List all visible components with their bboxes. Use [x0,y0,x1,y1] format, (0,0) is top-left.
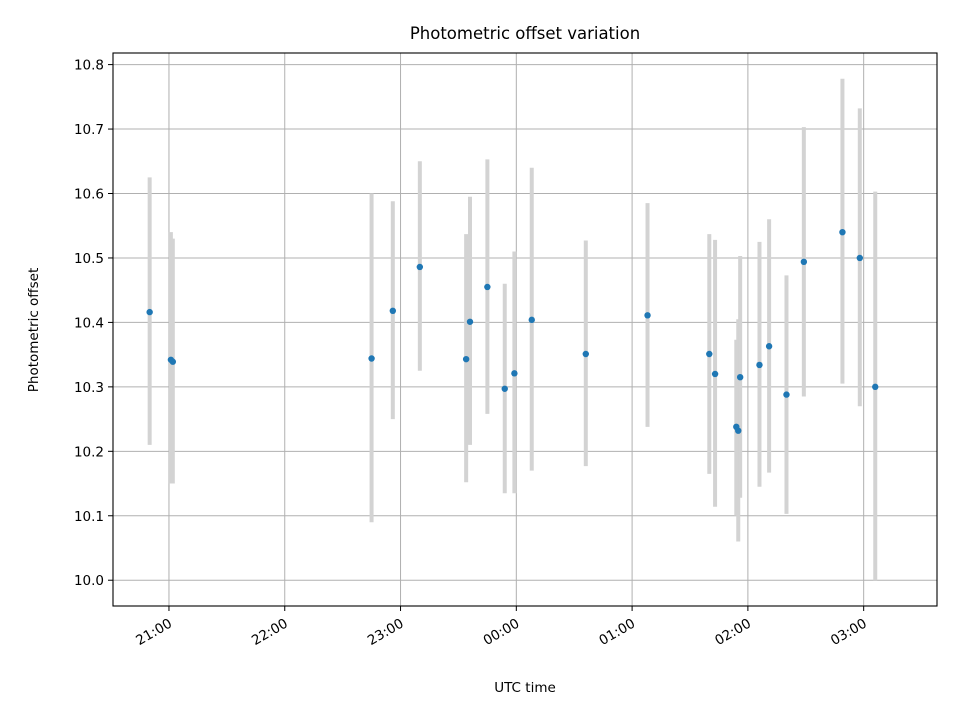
data-point [756,361,763,369]
data-point [735,427,742,434]
data-point [706,350,713,358]
data-point [466,318,474,325]
data-point [856,254,864,262]
grid [113,53,937,606]
y-axis-label: Photometric offset [26,268,42,392]
data-point [511,370,518,377]
x-tick-label: 23:00 [365,616,407,649]
x-axis-label: UTC time [494,680,556,696]
y-tick-label: 10.1 [74,509,104,525]
y-tick-label: 10.4 [74,315,104,331]
x-ticks: 21:00 22:00 23:00 00:00 01:00 02:00 03:00 [133,606,870,649]
y-ticks: 10.0 10.1 10.2 10.3 10.4 10.5 10.6 10.7 10.8 [74,58,113,589]
data-point [146,308,153,316]
data-point [368,355,375,362]
y-tick-label: 10.3 [74,380,104,396]
data-point [783,391,790,398]
y-tick-label: 10.0 [74,573,104,589]
data-point [839,228,846,236]
x-tick-label: 03:00 [828,616,870,649]
data-point [501,385,508,392]
data-point [872,383,879,391]
x-tick-label: 22:00 [249,616,291,649]
data-point [582,350,589,358]
data-point [169,358,177,365]
x-tick-label: 00:00 [481,616,523,649]
data-point [644,312,651,319]
y-tick-label: 10.6 [74,187,104,203]
data-point [800,258,808,266]
data-points [146,228,879,434]
x-tick-label: 01:00 [596,616,638,649]
error-bars [147,78,878,581]
data-point [711,370,719,378]
data-point [462,355,470,363]
y-tick-label: 10.5 [74,251,104,267]
x-tick-label: 02:00 [712,616,754,649]
x-tick-label: 21:00 [133,616,175,649]
data-point [765,343,773,350]
data-point [484,283,491,291]
y-tick-label: 10.8 [74,58,104,74]
chart-title: Photometric offset variation [410,24,640,43]
data-point [528,316,535,324]
y-tick-label: 10.2 [74,444,104,460]
data-point [416,263,424,271]
data-point [736,373,744,381]
data-point [389,307,397,315]
plot-frame [112,52,938,607]
y-tick-label: 10.7 [74,122,104,138]
